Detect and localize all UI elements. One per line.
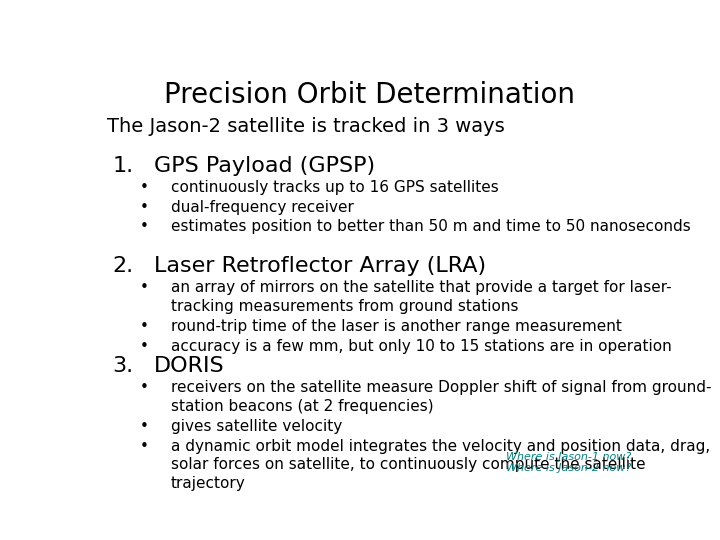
Text: •: • [140, 339, 149, 354]
Text: •: • [140, 280, 149, 295]
Text: a dynamic orbit model integrates the velocity and position data, drag,
solar for: a dynamic orbit model integrates the vel… [171, 438, 710, 491]
Text: GPS Payload (GPSP): GPS Payload (GPSP) [154, 156, 375, 176]
Text: dual-frequency receiver: dual-frequency receiver [171, 200, 354, 215]
Text: continuously tracks up to 16 GPS satellites: continuously tracks up to 16 GPS satelli… [171, 180, 499, 195]
Text: DORIS: DORIS [154, 356, 225, 376]
Text: The Jason-2 satellite is tracked in 3 ways: The Jason-2 satellite is tracked in 3 wa… [107, 117, 505, 136]
Text: an array of mirrors on the satellite that provide a target for laser-
tracking m: an array of mirrors on the satellite tha… [171, 280, 672, 314]
Text: •: • [140, 380, 149, 395]
Text: •: • [140, 319, 149, 334]
Text: gives satellite velocity: gives satellite velocity [171, 419, 342, 434]
Text: •: • [140, 200, 149, 215]
Text: estimates position to better than 50 m and time to 50 nanoseconds: estimates position to better than 50 m a… [171, 219, 690, 234]
Text: accuracy is a few mm, but only 10 to 15 stations are in operation: accuracy is a few mm, but only 10 to 15 … [171, 339, 672, 354]
Text: •: • [140, 180, 149, 195]
Text: 2.: 2. [112, 256, 133, 276]
Text: •: • [140, 219, 149, 234]
Text: round-trip time of the laser is another range measurement: round-trip time of the laser is another … [171, 319, 622, 334]
Text: receivers on the satellite measure Doppler shift of signal from ground-
station : receivers on the satellite measure Doppl… [171, 380, 711, 414]
Text: Where is Jason-1 now?: Where is Jason-1 now? [506, 453, 631, 462]
Text: •: • [140, 419, 149, 434]
Text: Precision Orbit Determination: Precision Orbit Determination [163, 82, 575, 110]
Text: 3.: 3. [112, 356, 133, 376]
Text: 1.: 1. [112, 156, 133, 176]
Text: Where is Jason-2 now?: Where is Jason-2 now? [506, 463, 631, 473]
Text: •: • [140, 438, 149, 454]
Text: Laser Retroflector Array (LRA): Laser Retroflector Array (LRA) [154, 256, 486, 276]
